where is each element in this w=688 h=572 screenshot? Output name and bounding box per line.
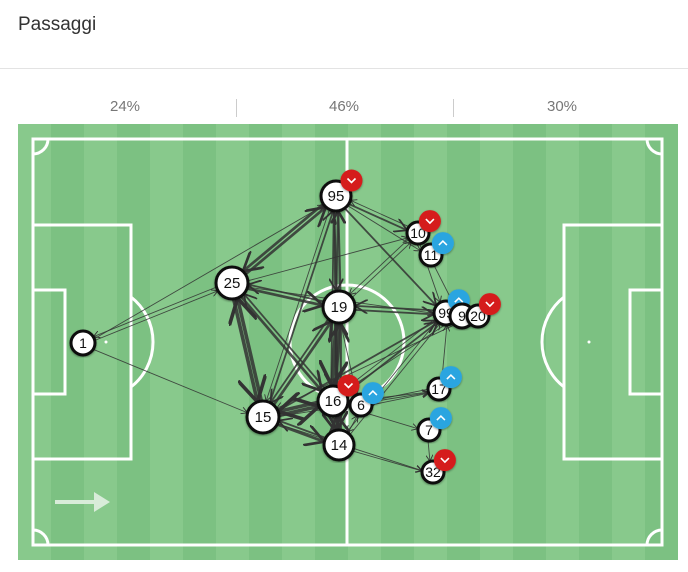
zone-defensive-pct: 24%	[109, 98, 141, 115]
substituted-out-icon	[418, 210, 441, 233]
player-node[interactable]: 20	[465, 293, 501, 329]
player-number: 17	[431, 381, 447, 397]
arrow-right-icon	[55, 492, 110, 512]
substituted-out-icon	[337, 374, 360, 397]
substituted-out-icon	[478, 293, 501, 316]
player-node[interactable]: 95	[319, 169, 363, 213]
pitch-stripe	[282, 124, 315, 560]
substituted-out-icon	[340, 169, 363, 192]
zone-attacking-pct: 30%	[546, 98, 578, 115]
pitch-stripe	[249, 124, 282, 560]
substituted-in-icon	[439, 366, 462, 389]
pass-line	[83, 291, 218, 346]
pitch-stripe	[447, 124, 480, 560]
divider	[0, 68, 688, 69]
player-node[interactable]: 11	[418, 232, 454, 268]
zone-divider	[236, 99, 237, 117]
player-number: 7	[425, 422, 433, 438]
player-circle	[69, 329, 97, 357]
pass-line	[238, 298, 267, 417]
pass-line	[344, 313, 462, 391]
player-number: 25	[224, 275, 241, 292]
player-circle	[319, 179, 353, 213]
pitch-stripe	[480, 124, 513, 560]
pass-line	[83, 205, 324, 346]
player-circle	[322, 428, 356, 462]
player-number: 19	[331, 299, 348, 316]
player-circle	[316, 384, 350, 418]
player-number: 95	[328, 188, 345, 205]
pass-line	[350, 200, 420, 232]
player-number: 32	[425, 464, 441, 480]
player-number: 14	[331, 437, 348, 454]
pass-line	[340, 324, 440, 447]
player-number: 6	[357, 397, 365, 413]
substituted-in-icon	[431, 232, 454, 255]
player-node[interactable]: 10	[405, 210, 441, 246]
pass-line	[232, 238, 408, 286]
player-node[interactable]: 32	[420, 449, 456, 485]
pass-line	[82, 344, 247, 413]
player-node[interactable]: 16	[316, 374, 360, 418]
substituted-in-icon	[361, 382, 384, 405]
player-node[interactable]: 15	[245, 399, 281, 435]
player-number: 9	[458, 308, 466, 324]
pass-line	[333, 196, 437, 305]
pass-line	[270, 305, 339, 403]
player-number: 1	[79, 335, 87, 351]
pitch-stripe	[183, 124, 216, 560]
pass-line	[264, 211, 333, 418]
pass-line	[266, 195, 335, 401]
pass-line	[277, 313, 478, 408]
pitch-stripe	[579, 124, 612, 560]
player-number: 20	[470, 308, 486, 324]
pitch-stripe	[348, 124, 381, 560]
zone-divider	[453, 99, 454, 117]
pitch-stripe	[117, 124, 150, 560]
player-node[interactable]: 19	[321, 289, 357, 325]
pass-line	[263, 321, 437, 420]
player-node[interactable]: 25	[214, 265, 250, 301]
player-node[interactable]: 1	[69, 329, 97, 357]
player-node[interactable]: 7	[416, 407, 452, 443]
substituted-out-icon	[433, 449, 456, 472]
player-node[interactable]: 17	[426, 366, 462, 402]
pass-line	[93, 280, 232, 337]
player-circle	[245, 399, 281, 435]
player-node[interactable]: 14	[322, 428, 356, 462]
zone-middle-pct: 46%	[328, 98, 360, 115]
player-node[interactable]: 6	[348, 382, 384, 418]
player-number: 10	[410, 225, 426, 241]
player-number: 16	[325, 393, 342, 410]
page-title: Passaggi	[18, 14, 97, 35]
player-circle	[321, 289, 357, 325]
substituted-in-icon	[429, 407, 452, 430]
pitch-stripe	[150, 124, 183, 560]
player-number: 15	[255, 409, 272, 426]
player-circle	[214, 265, 250, 301]
player-number: 11	[424, 247, 439, 263]
